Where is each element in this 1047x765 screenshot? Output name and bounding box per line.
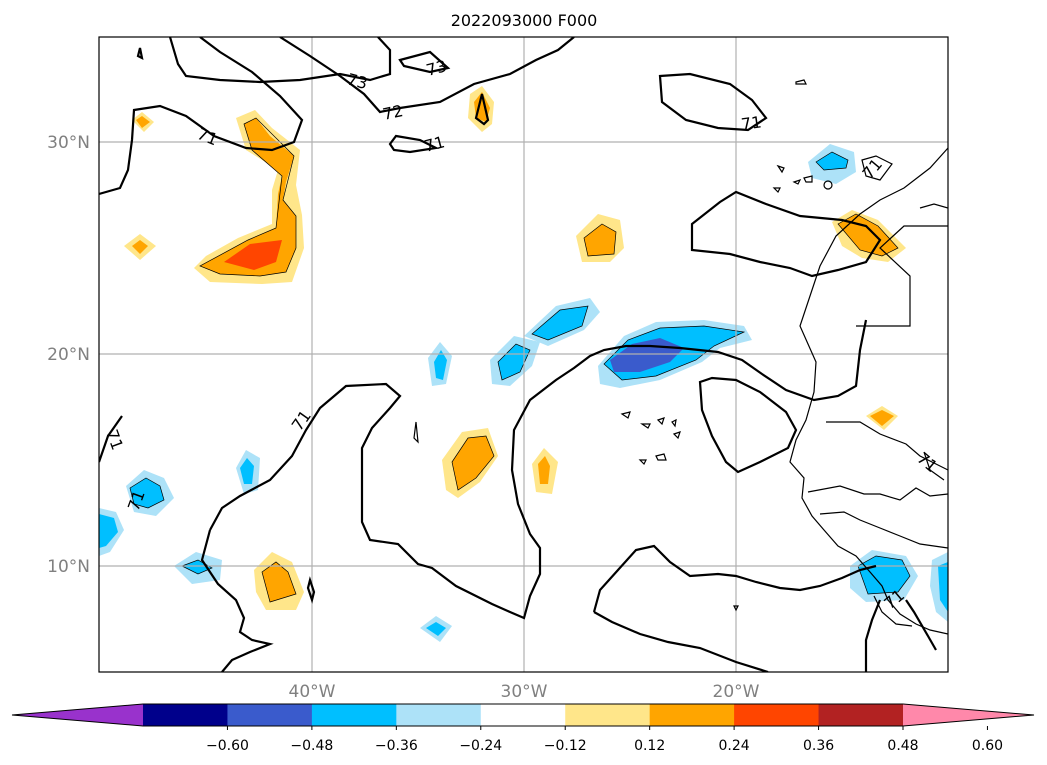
colorbar-outline	[11, 703, 1035, 727]
colorbar-tick-label: −0.60	[206, 738, 249, 754]
map-title: 2022093000 F000	[451, 11, 598, 30]
height-contours	[99, 37, 937, 672]
contour-label: 73	[424, 56, 449, 80]
shading-outlines	[129, 117, 911, 603]
contour-label: 72	[381, 101, 405, 124]
map-area: 73 73 72 71 71 71 71 71 71 71 71 71	[99, 37, 948, 672]
colorbar-segment	[143, 704, 228, 726]
graticule	[99, 37, 948, 672]
lat-label: 20°N	[47, 345, 90, 365]
colorbar-segment	[480, 704, 566, 726]
colorbar-segment	[396, 704, 482, 726]
contour-labels: 73 73 72 71 71 71 71 71 71 71 71 71	[102, 56, 941, 613]
contour-label: 71	[102, 427, 127, 453]
colorbar-segment	[818, 704, 904, 726]
contour-label: 71	[740, 112, 763, 134]
colorbar-segment	[734, 704, 820, 726]
lat-label: 30°N	[47, 133, 90, 153]
colorbar-segment	[649, 704, 735, 726]
contour-label: 73	[345, 70, 370, 94]
colorbar-tick-label: 0.24	[719, 738, 750, 754]
map-frame	[98, 36, 949, 673]
colorbar-extend-low	[12, 704, 143, 726]
colorbar-segment	[311, 704, 397, 726]
colorbar-tick-label: 0.12	[634, 738, 665, 754]
colorbar-tick-label: −0.24	[459, 738, 502, 754]
colorbar-tick-label: −0.36	[375, 738, 418, 754]
colorbar: −0.60 −0.48 −0.36 −0.24 −0.12 0.12 0.24 0.36 0.4…	[11, 703, 1035, 754]
contour-label: 71	[913, 449, 941, 477]
contour-label: 71	[288, 407, 315, 435]
lon-label: 40°W	[289, 682, 336, 702]
lon-label: 30°W	[501, 682, 548, 702]
contour-label: 71	[422, 132, 447, 156]
colorbar-extend-high	[903, 704, 1034, 726]
colorbar-tick-label: 0.48	[887, 738, 918, 754]
contour-label: 71	[195, 124, 221, 149]
lon-label: 20°W	[713, 682, 760, 702]
colorbar-tick-label: −0.12	[544, 738, 587, 754]
coastlines	[413, 79, 948, 635]
lat-label: 10°N	[47, 557, 90, 577]
colorbar-segment	[227, 704, 313, 726]
colorbar-tick-label: 0.60	[972, 738, 1003, 754]
colorbar-tick-label: 0.36	[803, 738, 834, 754]
colorbar-segment	[565, 704, 651, 726]
colorbar-tick-label: −0.48	[290, 738, 333, 754]
